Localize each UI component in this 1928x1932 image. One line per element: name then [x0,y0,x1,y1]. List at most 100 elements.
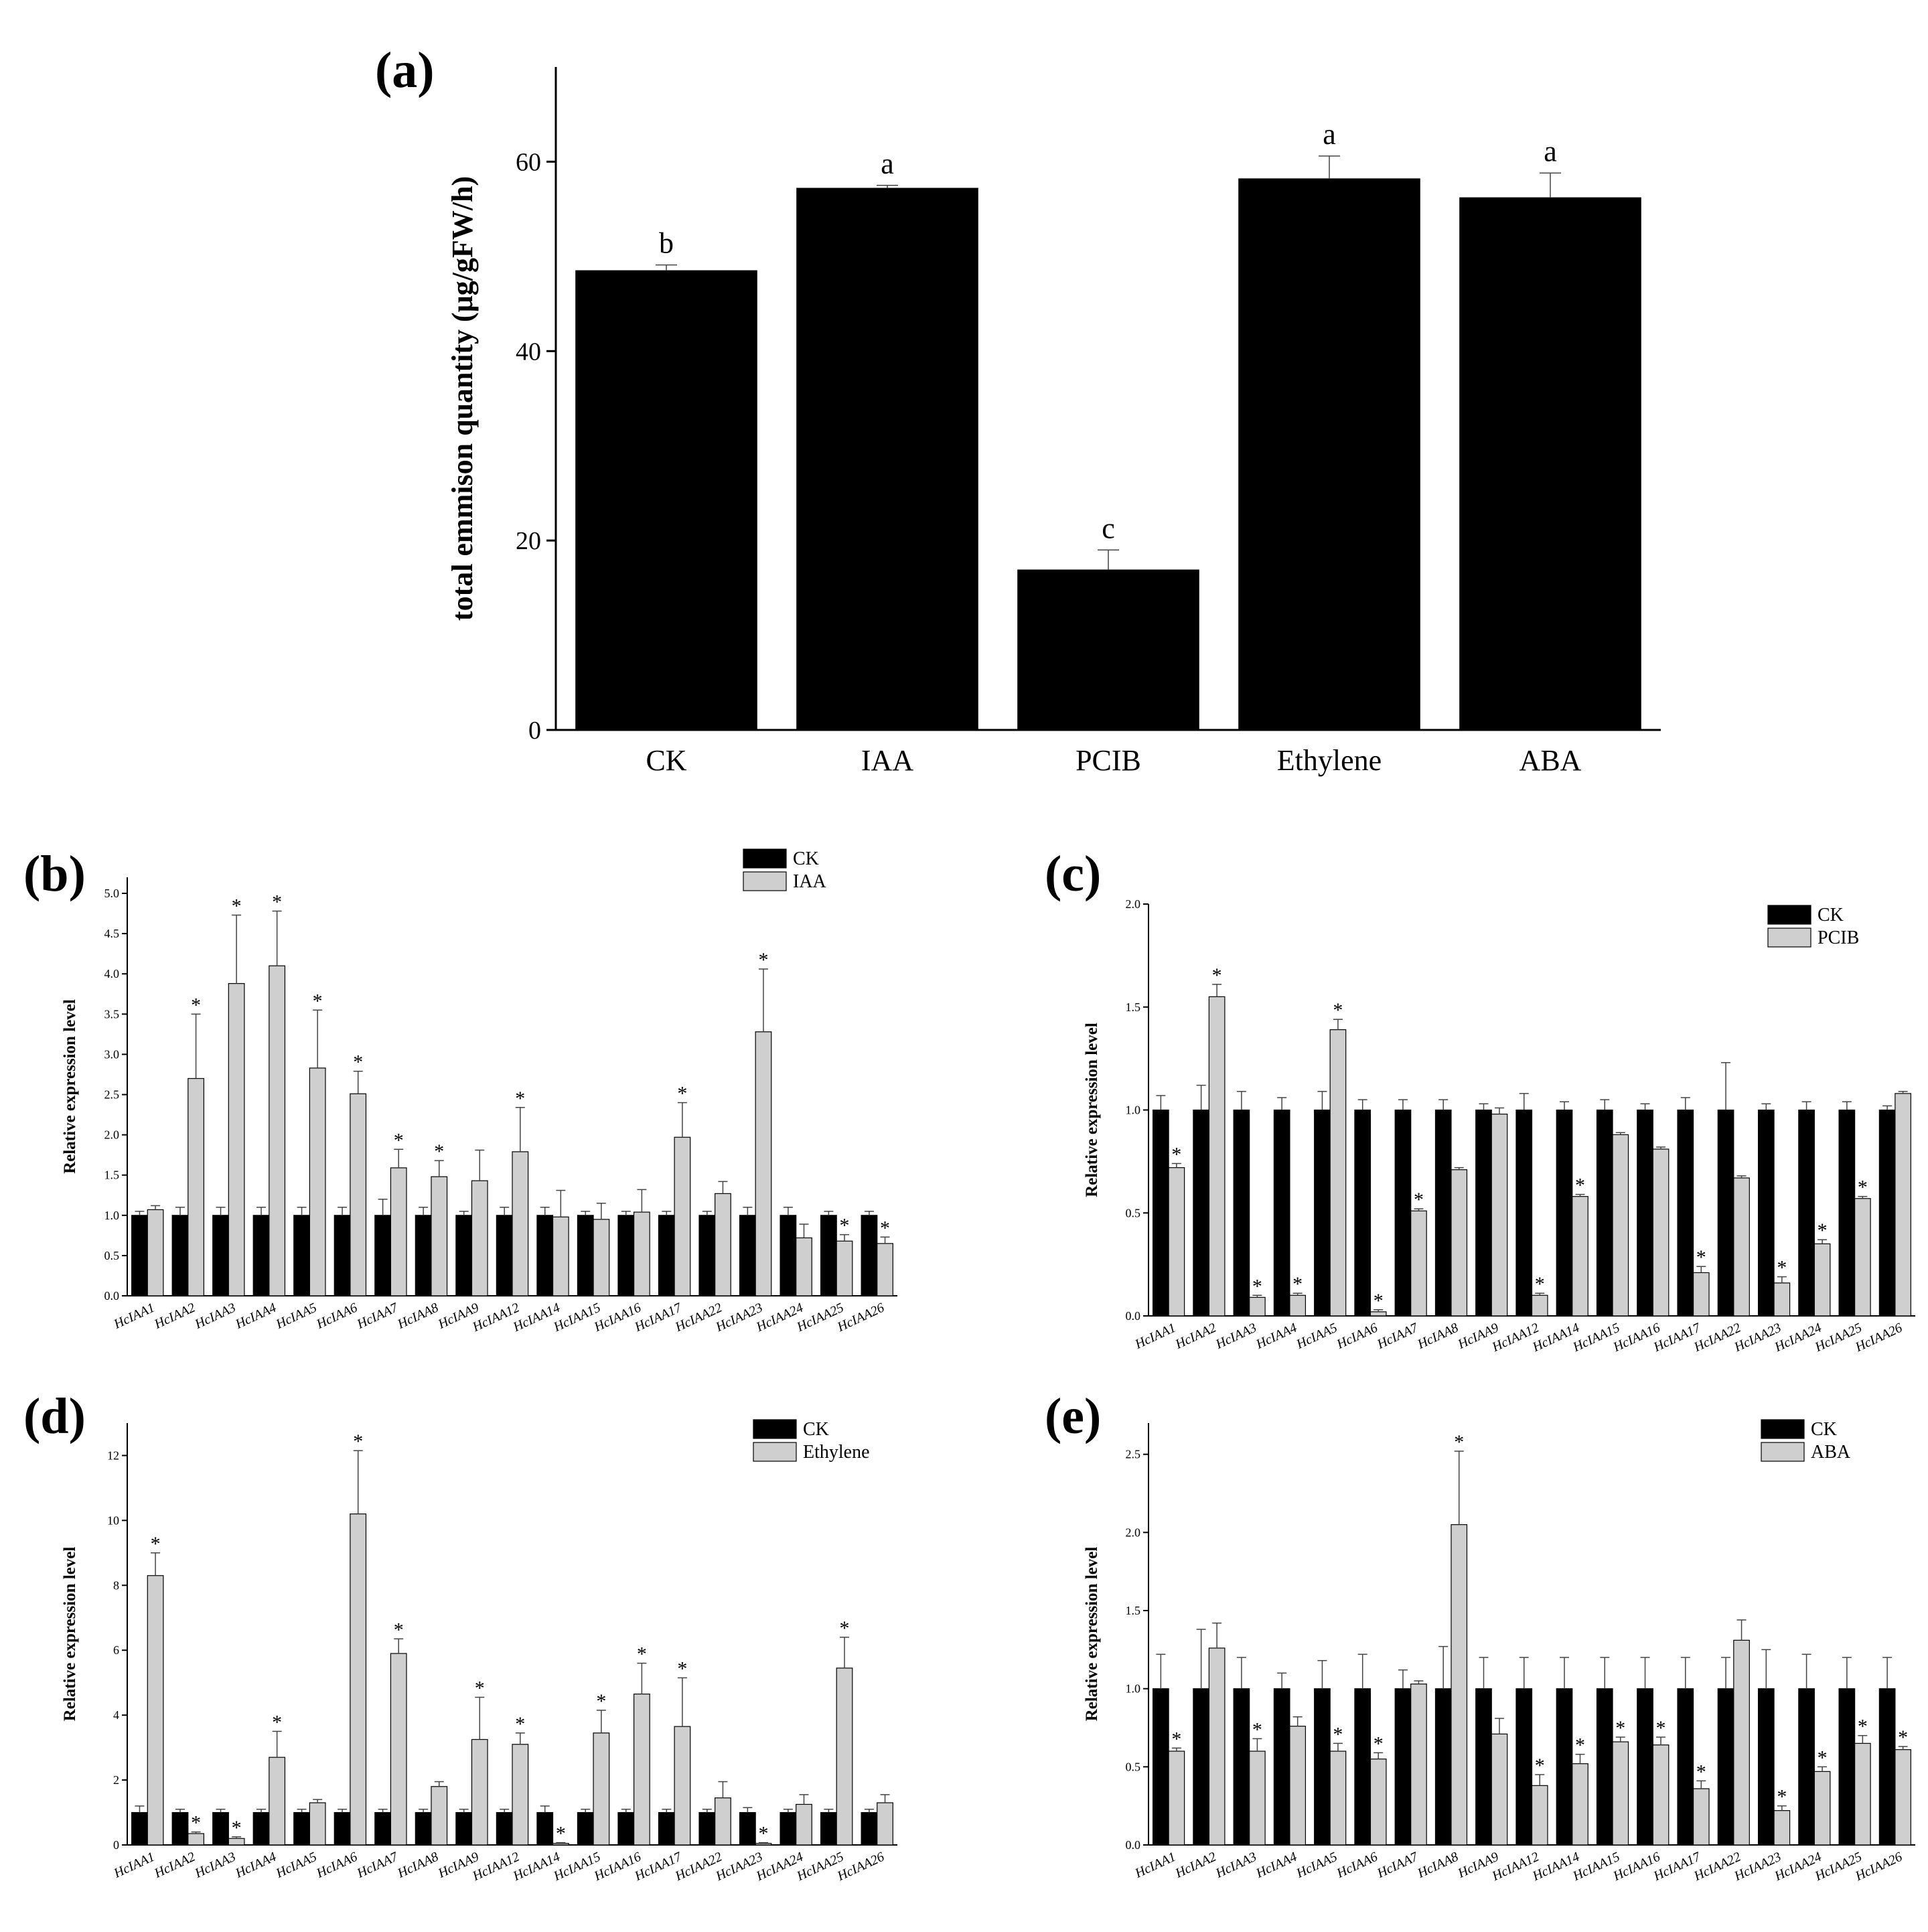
y-tick-label-c: 1.0 [1126,1104,1141,1117]
category-label-e-6: HcIAA7 [1374,1849,1420,1881]
error-bar-d-0-6 [378,1808,388,1813]
error-bar-e-1-15 [1777,1805,1787,1811]
error-bar-d-1-10 [556,1842,566,1844]
bar-c-ck-9 [1515,1109,1533,1317]
bar-c-ck-5 [1354,1109,1371,1317]
bar-c-ck-1 [1193,1109,1209,1317]
bar-d-ethylene-0 [147,1575,164,1846]
significance-mark-c-5: * [1374,1290,1384,1312]
legend-label: IAA [793,871,827,892]
bar-c-pcib-6 [1410,1210,1427,1317]
error-bar-e-0-15 [1761,1649,1771,1689]
significance-mark-e-2: * [1252,1718,1262,1740]
error-bar-d-0-11 [581,1808,591,1813]
legend-label: CK [1811,1419,1837,1440]
y-tick-label-a: 20 [516,527,541,555]
error-bar-b-1-9 [515,1107,525,1152]
error-bar-b-0-12 [621,1211,631,1215]
bar-e-aba-6 [1410,1684,1427,1846]
error-bar-c-1-7 [1454,1167,1464,1170]
error-bar-c-1-13 [1696,1266,1706,1273]
bar-e-ck-14 [1717,1688,1734,1846]
bar-b-ck-7 [415,1215,432,1296]
bar-c-ck-6 [1394,1109,1412,1317]
category-label-b-10: HcIAA14 [510,1301,563,1335]
bar-e-aba-12 [1652,1744,1670,1846]
y-tick-label-e: 1.0 [1126,1682,1141,1696]
y-axis-label-b: Relative expression level [61,999,79,1174]
bar-b-ck-13 [658,1215,675,1296]
bar-d-ck-4 [293,1811,310,1846]
error-bar-b-1-7 [434,1160,444,1177]
error-bar-e-1-7 [1454,1451,1464,1525]
bar-b-ck-6 [374,1215,392,1296]
category-label-d-15: HcIAA23 [713,1850,765,1884]
error-bar-b-0-8 [459,1211,469,1215]
bar-d-ethylene-4 [309,1802,326,1846]
error-bar-c-1-18 [1898,1091,1908,1094]
error-bar-b-1-18 [880,1236,890,1244]
y-tick-label-d: 4 [113,1708,119,1722]
error-bar-b-1-17 [840,1234,850,1242]
category-label-b-17: HcIAA25 [794,1301,846,1335]
bar-b-ck-11 [577,1215,594,1296]
bar-d-ck-8 [455,1811,473,1846]
error-bar-e-1-4 [1333,1742,1343,1751]
significance-mark-c-6: * [1414,1189,1424,1211]
error-bar-c-0-16 [1801,1101,1811,1110]
category-label-b-0: HcIAA1 [111,1301,157,1333]
error-bar-e-1-6 [1414,1680,1424,1684]
error-bar-e-1-3 [1292,1716,1303,1726]
category-label-b-14: HcIAA22 [672,1301,725,1335]
bar-d-ck-10 [536,1811,554,1846]
error-bar-e-0-8 [1479,1657,1489,1689]
significance-mark-e-4: * [1333,1723,1343,1745]
bar-d-ethylene-5 [350,1513,367,1846]
error-bar-b-1-1 [191,1013,201,1079]
significance-mark-c-10: * [1575,1175,1585,1197]
error-bar-c-1-10 [1575,1193,1585,1197]
significance-mark-c-4: * [1333,999,1343,1021]
error-bar-d-0-3 [256,1808,267,1813]
category-label-c-0: HcIAA1 [1132,1321,1179,1353]
bar-e-ck-5 [1354,1688,1371,1846]
y-tick-label-d: 8 [113,1578,119,1592]
bar-b-ck-3 [252,1215,270,1296]
significance-mark-c-3: * [1292,1273,1303,1295]
error-bar-d-1-13 [677,1677,687,1727]
bar-b-iaa-5 [350,1093,367,1296]
error-bar-b-1-10 [556,1189,566,1217]
category-label-c-3: HcIAA4 [1253,1321,1299,1353]
bar-e-ck-3 [1273,1688,1290,1846]
bar-c-pcib-0 [1168,1167,1185,1317]
significance-mark-d-17: * [840,1617,850,1639]
significance-mark-e-12: * [1656,1717,1666,1739]
panel-b: (b) 0.0 0.5 1.0 1.5 2.0 2.5 3.0 3.5 4.0 4.5 5.0 Rela… [23,846,897,1335]
error-bar-b-0-14 [702,1211,712,1215]
bar-c-pcib-17 [1854,1198,1871,1317]
error-bar-d-1-2 [232,1836,242,1839]
bar-b-iaa-7 [431,1176,448,1296]
bar-c-pcib-7 [1451,1169,1468,1317]
legend-swatch-control [1761,1419,1805,1439]
legend-label: CK [793,848,819,869]
error-bar-b-0-10 [540,1207,550,1215]
error-bar-d-0-13 [662,1808,672,1813]
error-bar-d-0-7 [419,1808,429,1813]
panel-label-a: (a) [375,42,435,98]
error-bar-d-1-1 [191,1831,201,1834]
error-bar-d-0-18 [864,1808,874,1813]
bar-c-pcib-12 [1652,1148,1670,1317]
bar-b-ck-4 [293,1215,310,1296]
significance-mark-b-4: * [313,990,323,1012]
category-label-c-4: HcIAA5 [1294,1321,1340,1353]
bar-c-pcib-18 [1895,1093,1911,1317]
category-label-d-10: HcIAA14 [510,1850,563,1884]
bar-e-ck-7 [1434,1688,1452,1846]
bar-b-iaa-10 [552,1216,569,1296]
error-bar-b-0-17 [824,1211,834,1215]
error-bar-d-1-18 [880,1794,890,1803]
error-bar-b-1-3 [272,910,282,966]
